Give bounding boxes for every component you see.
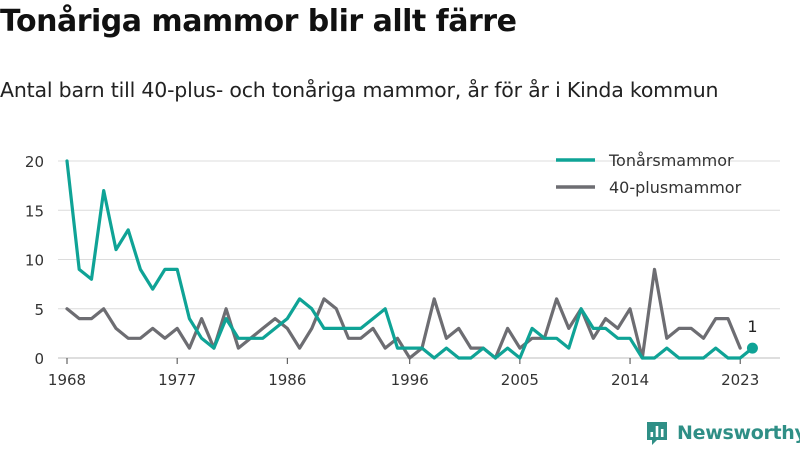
x-tick-label: 2014 bbox=[611, 371, 649, 389]
series-line-tonarsmammor bbox=[65, 159, 755, 360]
y-tick-label: 5 bbox=[34, 301, 44, 319]
legend: Tonårsmammor 40-plusmammor bbox=[556, 151, 742, 197]
series-line-40-plusmammor bbox=[65, 267, 742, 360]
chart-subtitle: Antal barn till 40-plus- och tonåriga ma… bbox=[0, 78, 719, 102]
newsworthy-brand: Newsworthy bbox=[645, 420, 800, 446]
legend-label: Tonårsmammor bbox=[608, 151, 734, 170]
legend-label: 40-plusmammor bbox=[609, 178, 742, 197]
x-tick-label: 1977 bbox=[158, 371, 196, 389]
y-tick-label: 0 bbox=[34, 350, 44, 368]
x-axis-ticks: 1968 1977 1986 1996 2005 2014 2023 bbox=[48, 358, 759, 389]
brand-name: Newsworthy bbox=[677, 422, 800, 444]
chart-title: Tonåriga mammor blir allt färre bbox=[0, 4, 517, 39]
x-tick-label: 2023 bbox=[721, 371, 759, 389]
gridlines bbox=[58, 160, 780, 359]
y-tick-label: 15 bbox=[25, 202, 44, 220]
x-tick-label: 2005 bbox=[501, 371, 539, 389]
end-labels: 1 bbox=[746, 317, 758, 354]
y-axis-ticks: 0 5 10 15 20 bbox=[25, 153, 44, 368]
y-tick-label: 20 bbox=[25, 153, 44, 171]
end-value-label: 1 bbox=[747, 317, 757, 336]
end-point-marker bbox=[746, 342, 758, 354]
bar-chart-logo-icon bbox=[647, 422, 667, 445]
x-tick-label: 1996 bbox=[391, 371, 429, 389]
y-tick-label: 10 bbox=[25, 252, 44, 270]
x-tick-label: 1968 bbox=[48, 371, 86, 389]
series-lines bbox=[65, 159, 755, 360]
x-tick-label: 1986 bbox=[268, 371, 306, 389]
